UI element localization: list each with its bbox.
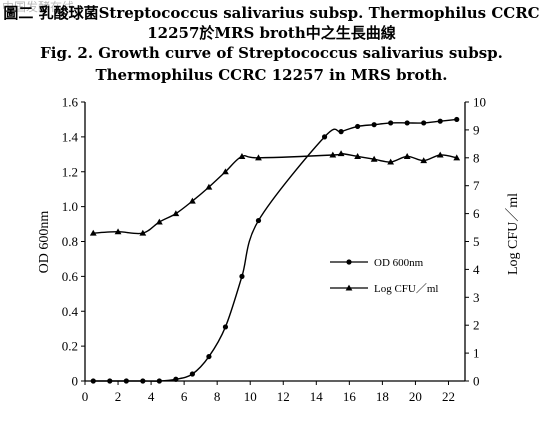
cfu-data-point: [436, 151, 444, 158]
y-right-tick-label: 1: [473, 346, 480, 361]
cfu-data-point: [403, 153, 411, 159]
y-right-tick-label: 5: [473, 234, 480, 249]
od-data-point: [107, 378, 113, 384]
chart-axes: [84, 102, 466, 382]
y-right-tick-label: 6: [473, 206, 480, 221]
cfu-data-point: [370, 155, 378, 162]
cfu-data-point: [114, 228, 122, 235]
cfu-data-point: [420, 157, 428, 164]
x-tick-label: 22: [442, 389, 455, 404]
x-tick-label: 14: [310, 389, 324, 404]
series-line-0: [93, 118, 457, 382]
od-data-point: [421, 120, 427, 126]
x-tick-label: 12: [277, 389, 290, 404]
cfu-data-point: [337, 150, 345, 157]
chart-series: [89, 116, 461, 384]
x-tick-label: 18: [376, 389, 389, 404]
od-data-point: [355, 123, 361, 130]
chart-title-english-line1: Fig. 2. Growth curve of Streptococcus sa…: [40, 44, 503, 62]
cfu-data-point: [89, 229, 97, 236]
od-data-point: [90, 378, 96, 384]
x-tick-label: 0: [82, 389, 89, 404]
y-right-tick-label: 9: [473, 122, 480, 137]
x-tick-label: 2: [115, 389, 122, 404]
od-data-point: [371, 122, 377, 128]
watermark: 中国发酵在线: [2, 0, 75, 14]
y-right-tick-label: 0: [473, 374, 480, 389]
cfu-data-point: [238, 153, 246, 159]
od-data-point: [222, 324, 229, 330]
y-axis-right-title: Log CFU／ml: [505, 193, 521, 275]
od-data-point: [338, 129, 344, 135]
chart-title-chinese-line1: 圖二 乳酸球菌Streptococcus salivarius subsp. T…: [3, 4, 540, 22]
legend-label-0: OD 600nm: [374, 257, 424, 269]
y-left-tick-label: 0.8: [62, 234, 78, 249]
y-right-tick-label: 10: [473, 95, 486, 110]
od-data-point: [156, 378, 162, 384]
x-tick-label: 8: [214, 389, 221, 404]
x-tick-label: 16: [343, 389, 357, 404]
cfu-data-point: [387, 158, 395, 165]
cfu-data-point: [222, 168, 229, 175]
y-left-tick-label: 0.6: [62, 269, 79, 284]
y-left-tick-label: 1.0: [62, 199, 78, 214]
od-data-point: [404, 120, 410, 126]
series-line-1: [93, 152, 457, 235]
od-data-point: [173, 376, 179, 382]
y-left-tick-label: 1.2: [62, 164, 78, 179]
y-right-tick-label: 7: [473, 178, 480, 193]
legend-marker-circle: [346, 259, 352, 265]
cfu-data-point: [453, 154, 461, 161]
y-axis-left-title: OD 600nm: [37, 211, 52, 274]
od-data-point: [123, 378, 129, 384]
od-data-point: [206, 353, 212, 360]
x-tick-label: 6: [181, 389, 188, 404]
y-left-tick-label: 1.4: [62, 129, 79, 144]
chart-ticks: 0 2 4 6 8 10 12 14 16 18 20 2200.20.40.60.81.01.21.…: [62, 95, 486, 405]
y-right-tick-label: 8: [473, 150, 480, 165]
cfu-data-point: [255, 154, 262, 161]
od-data-point: [239, 273, 245, 279]
y-left-tick-label: 1.6: [62, 95, 79, 110]
chart-title-english-line2: Thermophilus CCRC 12257 in MRS broth.: [95, 66, 448, 84]
x-tick-label: 4: [148, 389, 155, 404]
od-data-point: [321, 134, 328, 140]
legend-marker-triangle: [345, 284, 353, 291]
od-data-point: [189, 371, 195, 377]
od-data-point: [388, 120, 394, 126]
y-right-tick-label: 3: [473, 290, 480, 305]
cfu-data-point: [155, 218, 163, 225]
x-tick-label: 10: [244, 389, 257, 404]
chart-legend: OD 600nm Log CFU／ml: [330, 257, 438, 295]
od-data-point: [454, 116, 460, 123]
y-right-tick-label: 2: [473, 318, 480, 333]
cfu-data-point: [172, 210, 180, 217]
cfu-data-point: [205, 183, 213, 190]
y-left-tick-label: 0.4: [62, 304, 79, 319]
cfu-data-point: [188, 197, 196, 204]
y-right-tick-label: 4: [473, 262, 480, 277]
cfu-data-point: [139, 229, 147, 236]
chart-title-chinese-line2: 12257於MRS broth中之生長曲線: [147, 24, 396, 42]
y-left-tick-label: 0: [72, 374, 79, 389]
od-data-point: [140, 378, 146, 384]
x-tick-label: 20: [409, 389, 422, 404]
y-left-tick-label: 0.2: [62, 339, 78, 354]
cfu-data-point: [329, 151, 337, 158]
od-data-point: [437, 118, 443, 124]
cfu-data-point: [354, 153, 362, 159]
legend-label-1: Log CFU／ml: [374, 282, 438, 295]
od-data-point: [255, 217, 262, 224]
